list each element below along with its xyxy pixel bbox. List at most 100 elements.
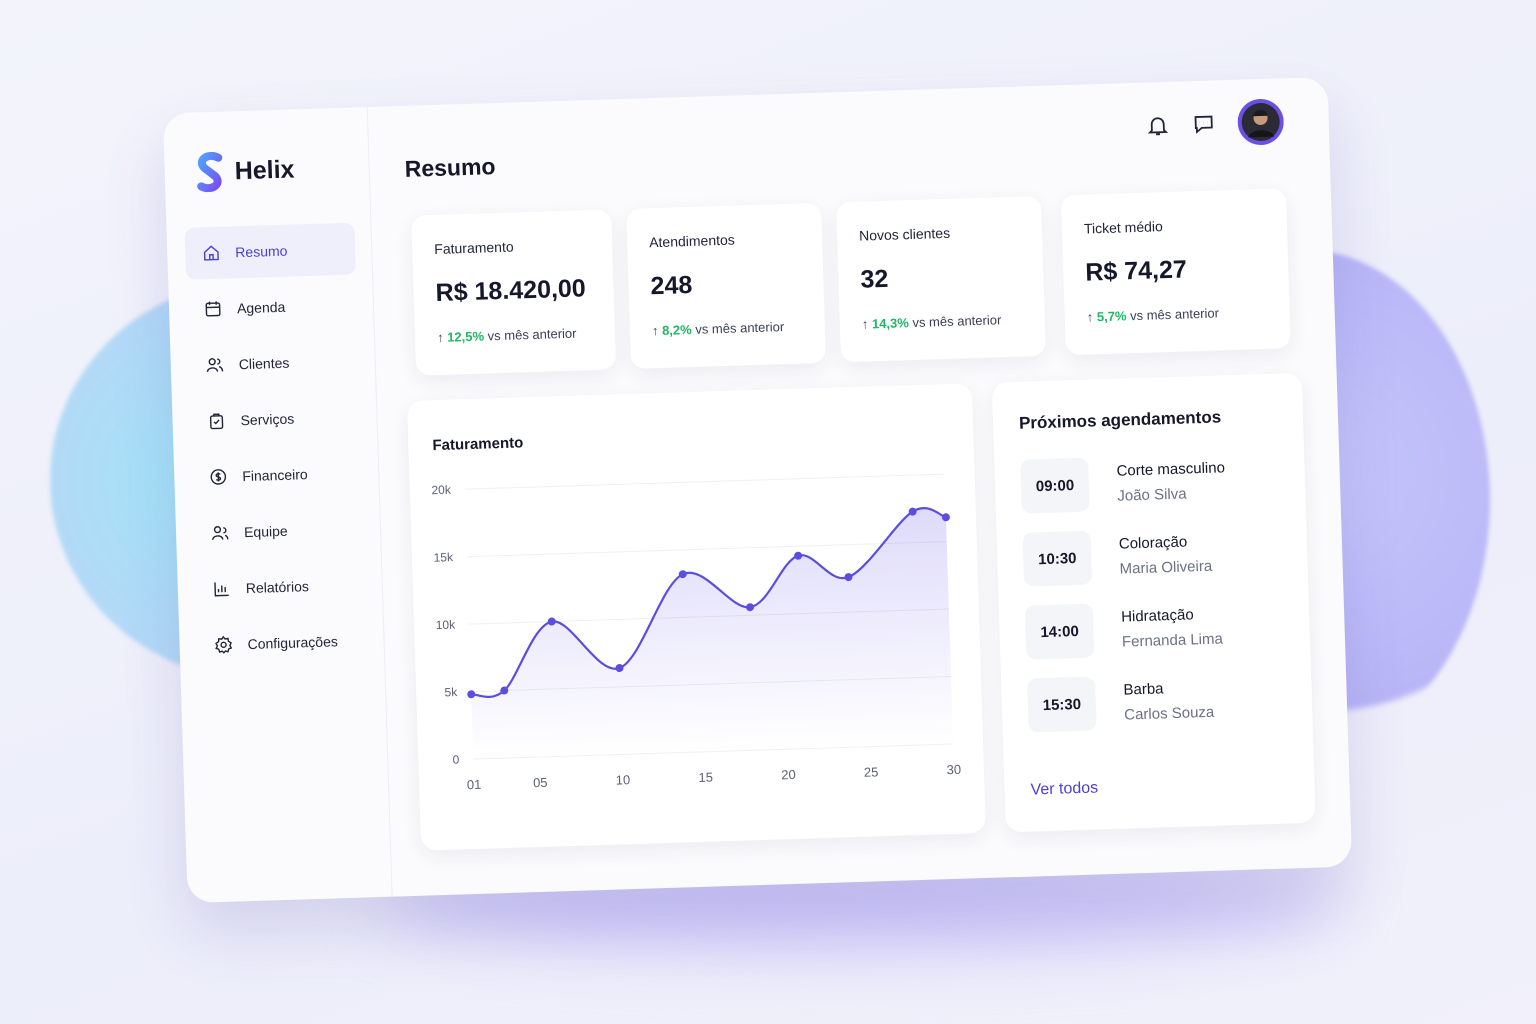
page-title: Resumo [404, 153, 496, 182]
nav-item[interactable]: Financeiro [192, 446, 364, 503]
point [844, 573, 853, 582]
grid-line [464, 473, 945, 490]
nav-label: Agenda [236, 298, 286, 317]
kpi-value: R$ 18.420,00 [435, 274, 587, 308]
line [471, 507, 947, 699]
kpi-change-value: 14,3% [871, 315, 910, 332]
kpi-change: ↑ 5,7% vs mês anterior [1086, 305, 1220, 325]
appointment-row[interactable]: 09:00 Corte masculino João Silva [1020, 453, 1226, 514]
nav-item[interactable]: Clientes [188, 334, 360, 391]
chart-panel: Faturamento 0 5k 10k 15k 20k 01 05 10 15 20 25 30 [407, 383, 986, 851]
appointment-time: 15:30 [1027, 676, 1097, 733]
kpi-card: Ticket médio R$ 74,27 ↑ 5,7% vs mês anteri… [1060, 188, 1291, 356]
x-tick-label: 20 [781, 767, 796, 782]
kpi-note: vs mês anterior [912, 312, 1002, 331]
kpi-change-value: 12,5% [446, 328, 485, 345]
point [615, 664, 624, 673]
x-tick-label: 30 [946, 762, 961, 777]
nav-label: Clientes [238, 354, 290, 373]
appointment-info: Hidratação Fernanda Lima [1121, 605, 1223, 650]
nav-label: Resumo [235, 242, 288, 261]
y-tick-label: 15k [433, 550, 454, 565]
point [500, 686, 509, 695]
top-bar [1145, 98, 1284, 148]
point [794, 551, 803, 560]
logo: Helix [194, 149, 295, 193]
y-tick-label: 0 [452, 752, 459, 766]
appointments-title: Próximos agendamentos [1018, 407, 1222, 433]
nav-item[interactable]: Equipe [193, 502, 365, 559]
kpi-change: ↑ 8,2% vs mês anterior [651, 319, 785, 339]
appointment-row[interactable]: 15:30 Barba Carlos Souza [1027, 673, 1215, 733]
appointment-row[interactable]: 14:00 Hidratação Fernanda Lima [1024, 599, 1224, 660]
nav-item[interactable]: Configurações [197, 614, 369, 671]
brand-name: Helix [234, 154, 295, 185]
y-tick-label: 20k [431, 483, 452, 498]
notifications-icon[interactable] [1145, 113, 1170, 138]
user-avatar[interactable] [1237, 98, 1284, 146]
appointment-time: 14:00 [1024, 603, 1095, 660]
kpi-value: 248 [650, 270, 693, 301]
kpi-note: vs mês anterior [487, 325, 577, 344]
kpi-label: Ticket médio [1083, 218, 1164, 237]
nav-item[interactable]: Relatórios [195, 558, 367, 615]
kpi-note: vs mês anterior [1129, 305, 1220, 324]
kpi-card: Faturamento R$ 18.420,00 ↑ 12,5% vs mês an… [411, 209, 617, 376]
appointment-info: Corte masculino João Silva [1116, 459, 1226, 504]
appointment-client: Maria Oliveira [1119, 557, 1213, 578]
x-tick-label: 01 [467, 777, 482, 792]
appointment-client: João Silva [1117, 485, 1187, 505]
appointment-client: Fernanda Lima [1121, 630, 1224, 651]
x-tick-label: 15 [698, 770, 713, 785]
kpi-value: R$ 74,27 [1084, 255, 1188, 287]
kpi-card: Novos clientes 32 ↑ 14,3% vs mês anterior [836, 195, 1046, 363]
appointment-service: Coloração [1118, 533, 1188, 553]
kpi-label: Faturamento [434, 238, 514, 258]
appointment-info: Coloração Maria Oliveira [1119, 533, 1213, 578]
point [941, 513, 950, 522]
kpi-change: ↑ 12,5% vs mês anterior [436, 325, 577, 345]
nav-label: Financeiro [242, 466, 308, 485]
nav-item[interactable]: Resumo [184, 222, 357, 280]
kpi-label: Atendimentos [648, 231, 735, 251]
appointment-info: Barba Carlos Souza [1123, 679, 1215, 724]
point [467, 690, 476, 699]
grid-line [466, 541, 947, 558]
x-tick-label: 05 [533, 775, 548, 790]
kpi-label: Novos clientes [858, 224, 951, 244]
area [471, 508, 954, 760]
nav-label: Relatórios [245, 578, 310, 597]
logo-icon [197, 151, 223, 193]
nav-item[interactable]: Agenda [186, 279, 358, 336]
chart-title: Faturamento [432, 434, 523, 454]
appointment-service: Hidratação [1120, 606, 1194, 626]
line-chart: Faturamento 0 5k 10k 15k 20k 01 05 10 15 20 25 30 [431, 434, 961, 792]
point [678, 570, 687, 579]
appointment-time: 10:30 [1022, 530, 1093, 587]
nav-item[interactable]: Serviços [190, 390, 362, 447]
kpi-value: 32 [860, 264, 889, 294]
sidebar: Helix Resumo Agenda Clientes Serviços Fi… [162, 107, 393, 904]
y-tick-label: 5k [444, 685, 458, 699]
point [547, 617, 556, 626]
kpi-change-value: 8,2% [661, 321, 692, 338]
dashboard-window: Helix Resumo Agenda Clientes Serviços Fi… [162, 76, 1353, 904]
nav-label: Serviços [240, 410, 295, 429]
x-tick-label: 25 [864, 764, 879, 779]
kpi-change: ↑ 14,3% vs mês anterior [861, 312, 1002, 332]
messages-icon[interactable] [1191, 111, 1216, 136]
see-all-link[interactable]: Ver todos [1030, 779, 1099, 799]
appointment-service: Corte masculino [1116, 459, 1226, 480]
y-tick-label: 10k [436, 618, 457, 633]
appointments-panel: Próximos agendamentos 09:00 Corte mascul… [991, 372, 1316, 833]
nav-menu: Resumo Agenda Clientes Serviços Financei… [184, 222, 369, 676]
kpi-card: Atendimentos 248 ↑ 8,2% vs mês anterior [626, 202, 827, 369]
appointment-service: Barba [1123, 680, 1164, 699]
appointment-row[interactable]: 10:30 Coloração Maria Oliveira [1022, 527, 1212, 587]
kpi-note: vs mês anterior [695, 319, 785, 337]
kpi-change-value: 5,7% [1096, 308, 1127, 325]
appointment-time: 09:00 [1020, 457, 1090, 514]
appointment-client: Carlos Souza [1123, 703, 1215, 724]
point [746, 603, 755, 612]
